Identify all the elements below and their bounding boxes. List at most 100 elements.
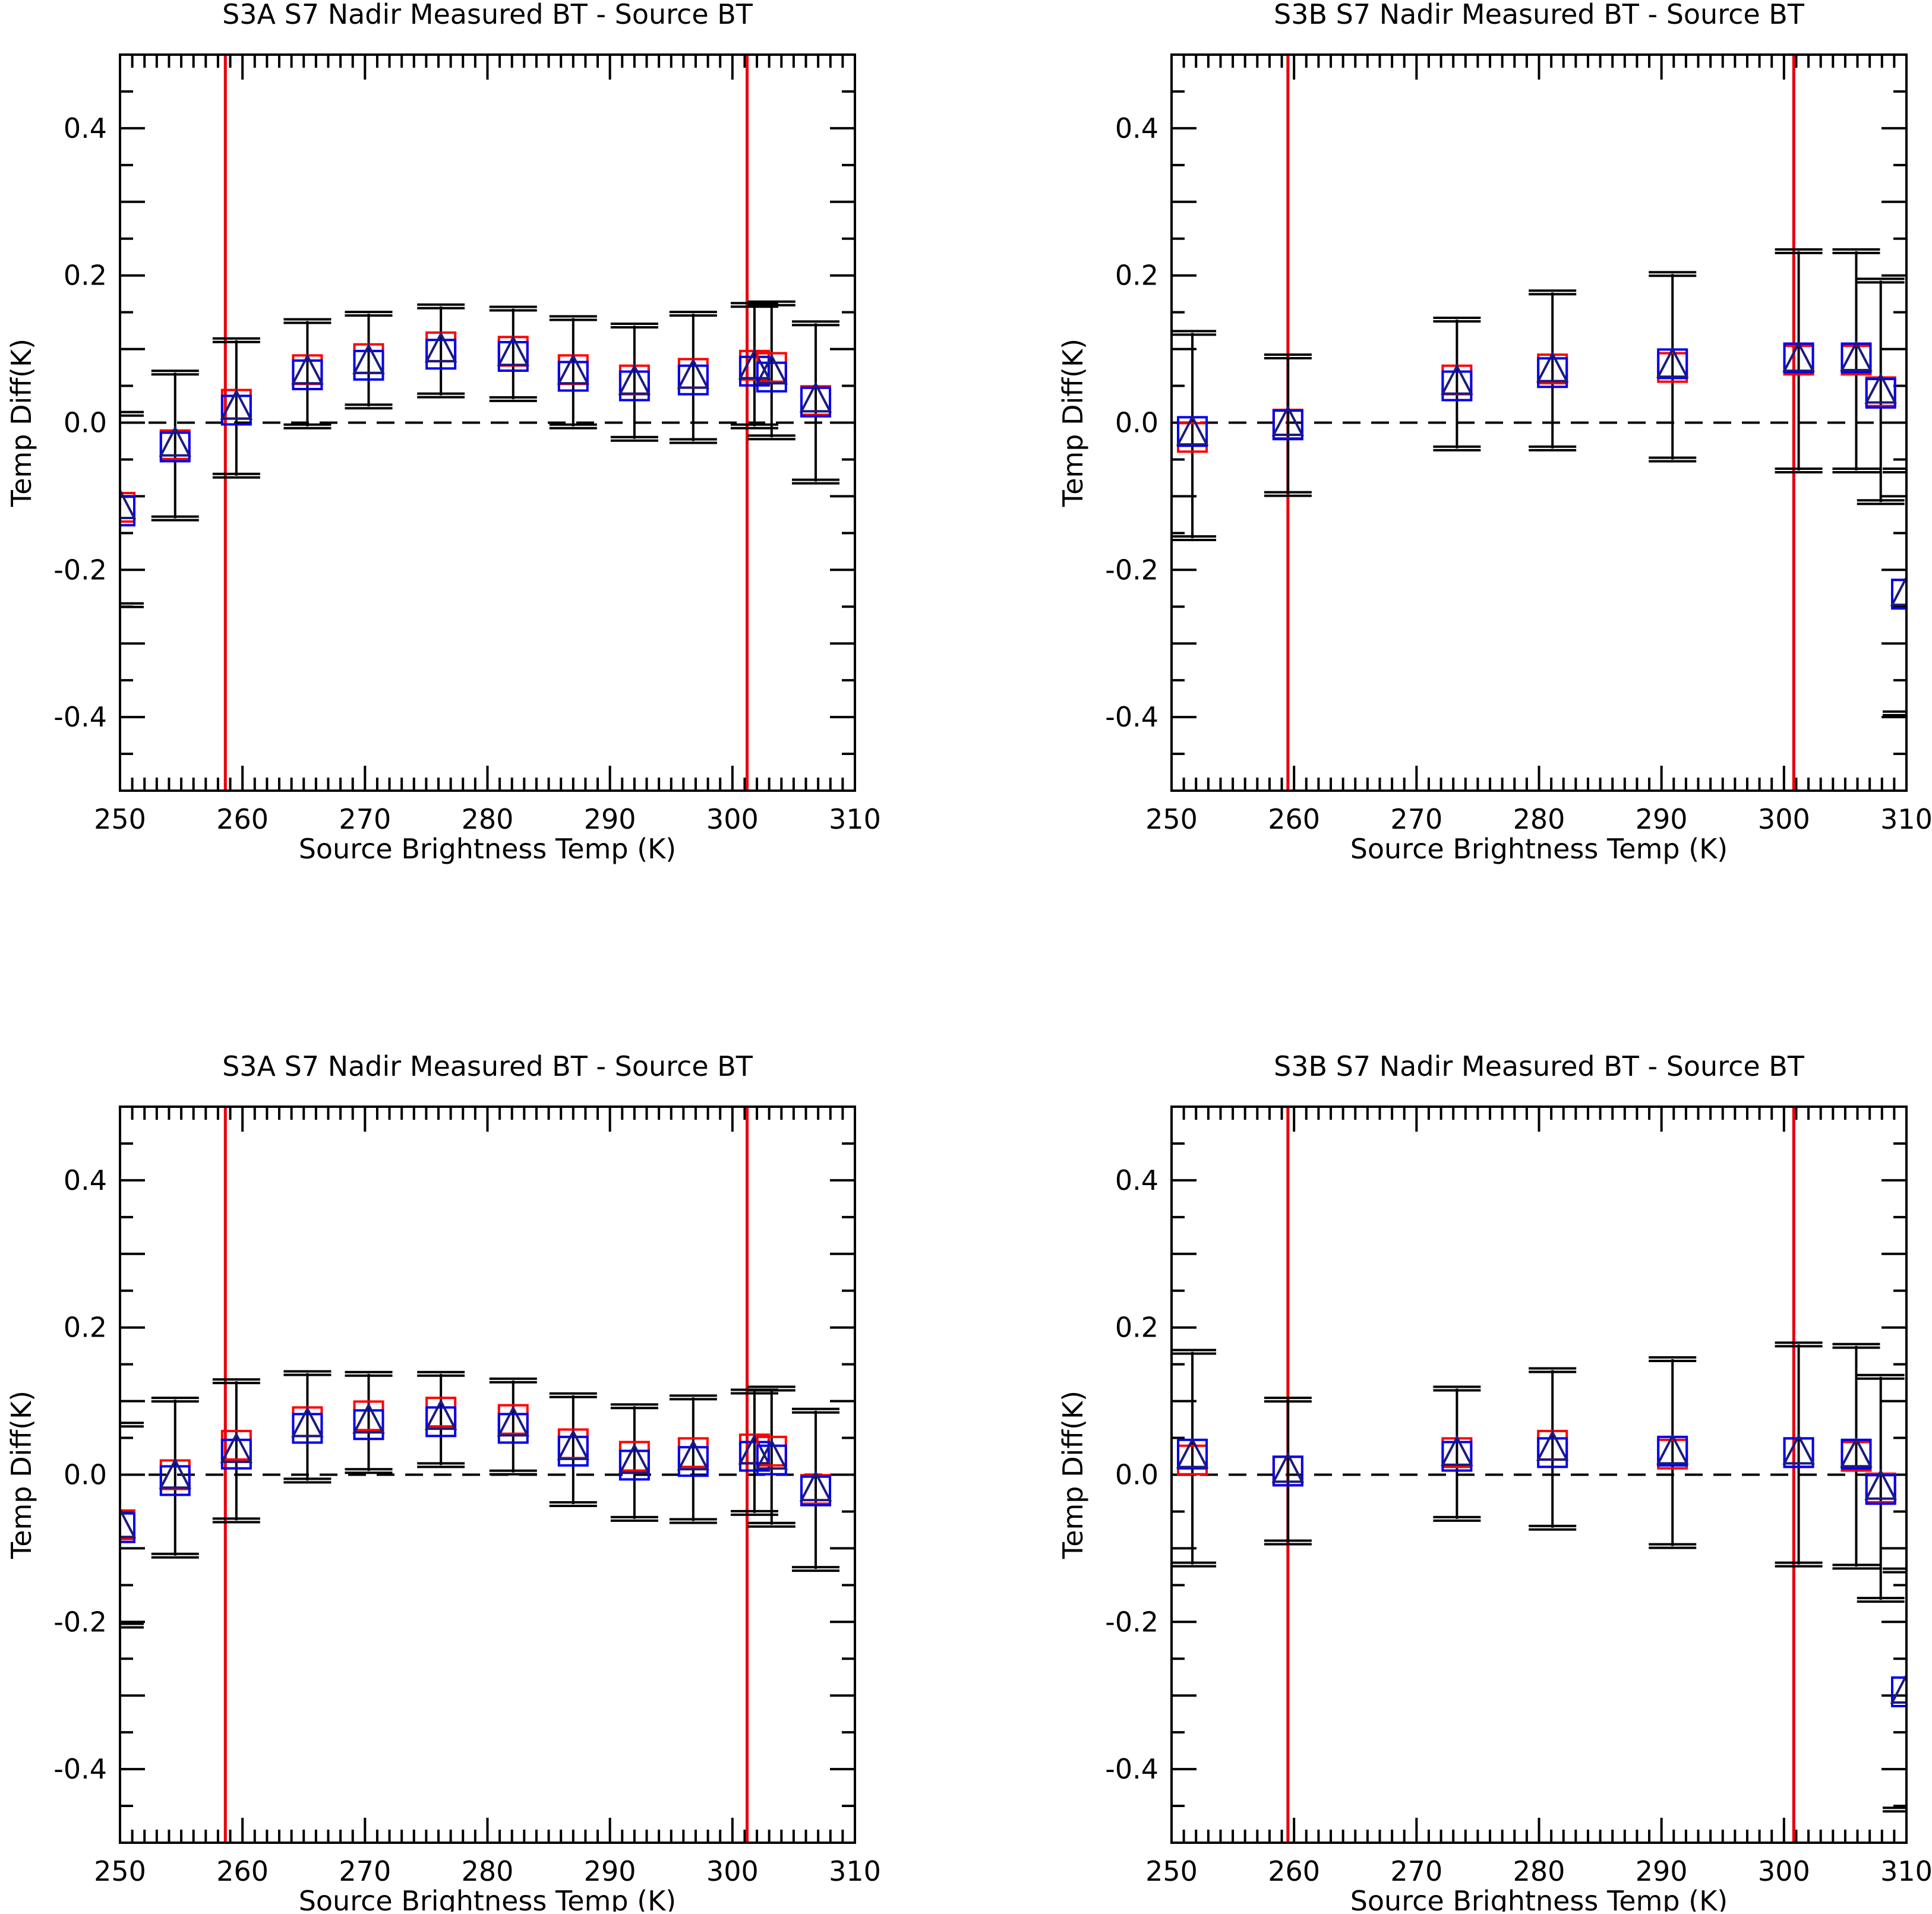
chart-title: S3B S7 Nadir Measured BT - Source BT — [1274, 0, 1805, 30]
x-tick-label: 250 — [1145, 1855, 1198, 1887]
x-tick-label: 310 — [829, 803, 881, 835]
x-tick-label: 250 — [94, 803, 146, 835]
triangle-marker — [120, 488, 137, 519]
triangle-marker — [352, 343, 385, 374]
blue-square-marker — [800, 386, 832, 418]
triangle-marker — [1890, 1672, 1906, 1704]
data-layer — [120, 1107, 855, 1843]
y-tick-label: 0.4 — [64, 112, 107, 144]
y-tick-label: -0.4 — [53, 1753, 107, 1785]
blue-square-marker — [220, 1438, 252, 1470]
x-tick-label: 300 — [706, 803, 759, 835]
x-tick-label: 310 — [1880, 803, 1932, 835]
y-tick-label: 0.4 — [1115, 112, 1158, 144]
blue-square-marker — [353, 349, 384, 381]
plot-frame — [119, 1106, 856, 1844]
triangle-marker — [1271, 405, 1305, 436]
x-axis-label: Source Brightness Temp (K) — [1350, 1885, 1728, 1912]
blue-square-marker — [738, 1441, 770, 1472]
x-tick-label: 260 — [216, 1855, 269, 1887]
data-layer — [1172, 55, 1906, 791]
triangle-marker — [1536, 1429, 1569, 1461]
blue-square-marker — [497, 1413, 529, 1444]
x-tick-label: 280 — [462, 803, 514, 835]
x-tick-label: 260 — [1268, 1855, 1320, 1887]
blue-square-marker — [425, 1406, 457, 1438]
chart-title: S3A S7 Nadir Measured BT - Source BT — [222, 1050, 753, 1082]
x-tick-label: 280 — [462, 1855, 514, 1887]
blue-square-marker — [1272, 409, 1303, 441]
blue-square-marker — [677, 364, 709, 396]
y-tick-label: 0.0 — [1115, 407, 1158, 439]
triangle-marker — [1271, 1451, 1305, 1483]
data-layer — [120, 55, 855, 791]
triangle-marker — [1864, 1468, 1898, 1500]
x-tick-label: 290 — [1636, 1855, 1688, 1887]
blue-square-marker — [159, 431, 191, 463]
x-tick-label: 270 — [1390, 803, 1442, 835]
triangle-marker — [1656, 1433, 1689, 1465]
blue-square-marker — [1891, 1676, 1906, 1708]
data-layer — [1172, 1107, 1906, 1843]
panel-s3b-top: S3B S7 Nadir Measured BT - Source BT Sou… — [1057, 0, 1932, 865]
triangle-marker — [352, 1402, 385, 1434]
panel-s3a-bottom: S3A S7 Nadir Measured BT - Source BT Sou… — [5, 1050, 881, 1914]
x-tick-label: 250 — [94, 1855, 146, 1887]
y-tick-label: -0.4 — [53, 701, 107, 733]
triangle-marker — [618, 1443, 651, 1474]
blue-square-marker — [738, 355, 770, 387]
blue-square-marker — [677, 1446, 709, 1477]
y-tick-label: 0.4 — [64, 1164, 107, 1196]
y-axis-label: Temp Diff(K) — [5, 339, 37, 507]
blue-square-marker — [159, 1465, 191, 1496]
triangle-marker — [424, 331, 457, 363]
blue-square-marker — [353, 1409, 384, 1441]
triangle-marker — [1840, 340, 1873, 371]
triangle-marker — [1441, 364, 1473, 395]
y-tick-label: -0.4 — [1105, 1753, 1158, 1785]
triangle-marker — [1840, 1436, 1873, 1468]
blue-square-marker — [756, 361, 787, 393]
triangle-marker — [1536, 351, 1569, 383]
x-tick-label: 300 — [706, 1855, 759, 1887]
triangle-marker — [557, 353, 590, 385]
x-tick-label: 260 — [216, 803, 269, 835]
blue-square-marker — [1865, 377, 1896, 409]
y-tick-label: 0.2 — [64, 1312, 107, 1344]
blue-square-marker — [756, 1444, 787, 1476]
blue-square-marker — [618, 370, 650, 402]
triangle-marker — [557, 1429, 590, 1460]
triangle-marker — [1176, 414, 1209, 446]
triangle-marker — [220, 389, 253, 420]
x-tick-label: 260 — [1268, 803, 1320, 835]
triangle-marker — [677, 1439, 710, 1471]
x-tick-label: 290 — [584, 1855, 636, 1887]
plot-frame — [1170, 53, 1908, 792]
triangle-marker — [1441, 1435, 1473, 1466]
y-tick-label: 0.0 — [64, 1459, 107, 1491]
x-axis-label: Source Brightness Temp (K) — [299, 1885, 677, 1912]
triangle-marker — [1782, 340, 1815, 372]
y-tick-label: -0.4 — [1105, 701, 1158, 733]
blue-square-marker — [1891, 579, 1906, 610]
blue-square-marker — [292, 1413, 323, 1444]
y-tick-label: -0.2 — [1105, 1606, 1158, 1638]
blue-square-marker — [1537, 1437, 1568, 1468]
x-tick-label: 250 — [1145, 803, 1198, 835]
y-axis-label: Temp Diff(K) — [1057, 339, 1089, 507]
blue-square-marker — [292, 359, 323, 390]
triangle-marker — [497, 1405, 530, 1437]
blue-square-marker — [425, 339, 457, 370]
x-tick-label: 290 — [1636, 803, 1688, 835]
triangle-marker — [1890, 574, 1906, 607]
y-tick-label: 0.2 — [1115, 1312, 1158, 1344]
x-tick-label: 310 — [1880, 1855, 1932, 1887]
y-tick-label: -0.2 — [53, 1606, 107, 1638]
x-tick-label: 270 — [339, 803, 391, 835]
triangle-marker — [1864, 372, 1898, 404]
blue-square-marker — [1865, 1474, 1896, 1505]
triangle-marker — [738, 1433, 771, 1465]
x-tick-label: 280 — [1513, 803, 1565, 835]
triangle-marker — [424, 1398, 457, 1430]
